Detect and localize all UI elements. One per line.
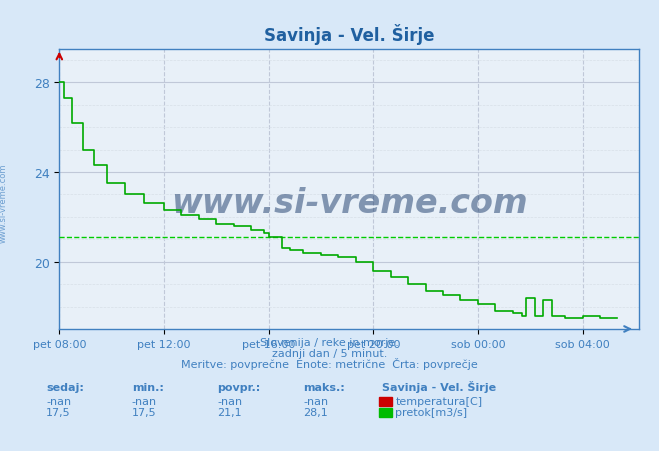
Text: -nan: -nan	[132, 396, 157, 405]
Text: 17,5: 17,5	[132, 407, 156, 417]
Title: Savinja - Vel. Širje: Savinja - Vel. Širje	[264, 24, 434, 45]
Text: min.:: min.:	[132, 382, 163, 392]
Text: www.si-vreme.com: www.si-vreme.com	[171, 187, 528, 220]
Text: 21,1: 21,1	[217, 407, 242, 417]
Text: -nan: -nan	[46, 396, 71, 405]
Text: Meritve: povprečne  Enote: metrične  Črta: povprečje: Meritve: povprečne Enote: metrične Črta:…	[181, 358, 478, 369]
Text: sedaj:: sedaj:	[46, 382, 84, 392]
Text: -nan: -nan	[303, 396, 328, 405]
Text: povpr.:: povpr.:	[217, 382, 261, 392]
Text: -nan: -nan	[217, 396, 243, 405]
Text: maks.:: maks.:	[303, 382, 345, 392]
Text: www.si-vreme.com: www.si-vreme.com	[0, 163, 8, 243]
Text: zadnji dan / 5 minut.: zadnji dan / 5 minut.	[272, 348, 387, 358]
Text: Slovenija / reke in morje.: Slovenija / reke in morje.	[260, 337, 399, 347]
Text: 28,1: 28,1	[303, 407, 328, 417]
Text: Savinja - Vel. Širje: Savinja - Vel. Širje	[382, 380, 496, 392]
Text: pretok[m3/s]: pretok[m3/s]	[395, 407, 467, 417]
Text: temperatura[C]: temperatura[C]	[395, 396, 482, 405]
Text: 17,5: 17,5	[46, 407, 71, 417]
